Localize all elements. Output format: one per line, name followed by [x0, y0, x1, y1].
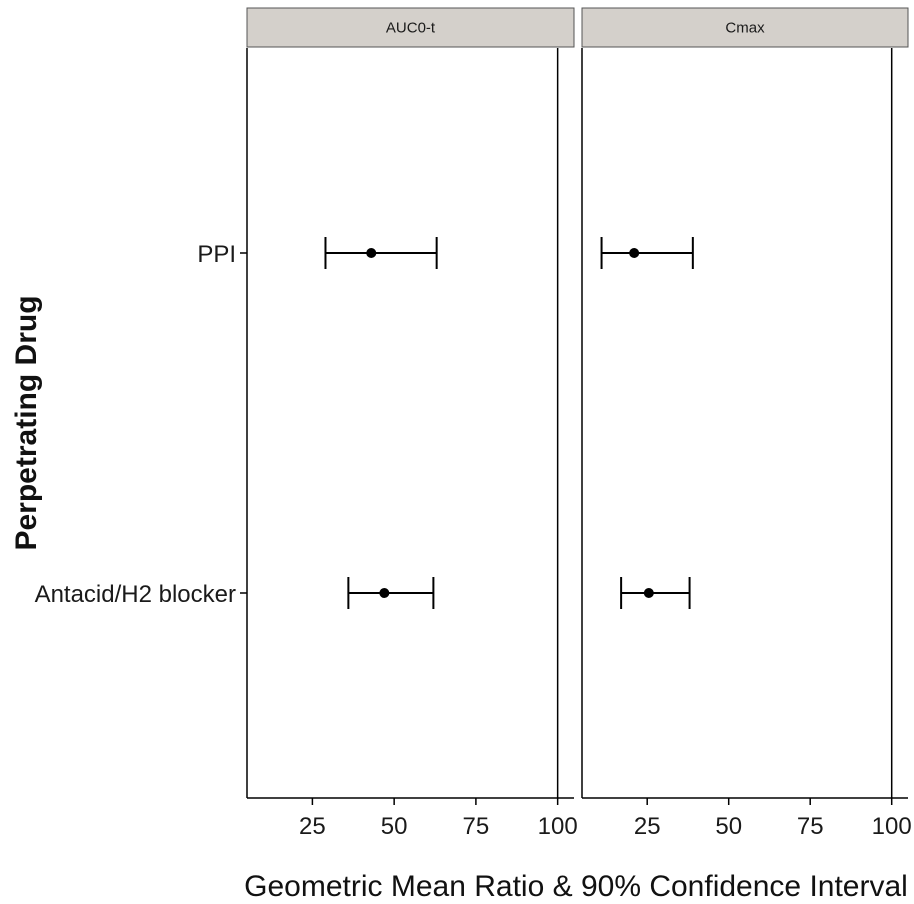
x-tick-label: 50 [381, 813, 408, 840]
facet-strip [581, 7, 909, 48]
x-tick-label: 25 [634, 813, 661, 840]
y-category-label: PPI [197, 241, 236, 268]
point-estimate [643, 588, 654, 598]
point-estimate [379, 588, 390, 598]
x-tick-label: 25 [299, 813, 326, 840]
facet-strip-label: Cmax [725, 20, 765, 37]
x-tick-label: 75 [797, 813, 824, 840]
x-tick-label: 75 [463, 813, 490, 840]
x-axis-title: Geometric Mean Ratio & 90% Confidence In… [244, 870, 908, 903]
y-axis-title: Perpetrating Drug [10, 295, 43, 550]
x-tick-label: 100 [538, 813, 578, 840]
point-estimate [366, 248, 377, 258]
facet-strip [246, 7, 575, 48]
point-estimate [629, 248, 640, 258]
facet-strip-label: AUC0-t [386, 20, 436, 37]
x-tick-label: 50 [715, 813, 742, 840]
y-category-label: Antacid/H2 blocker [35, 581, 236, 608]
panel-2: Cmax 25 50 75 100 [581, 7, 912, 840]
y-axis-layer: PPI Antacid/H2 blocker [35, 241, 247, 608]
panels-layer: AUC0-t 25 50 75 100 Cmax 25 50 75 100 [246, 7, 912, 840]
x-tick-label: 100 [872, 813, 912, 840]
panel-1: AUC0-t 25 50 75 100 [246, 7, 578, 840]
